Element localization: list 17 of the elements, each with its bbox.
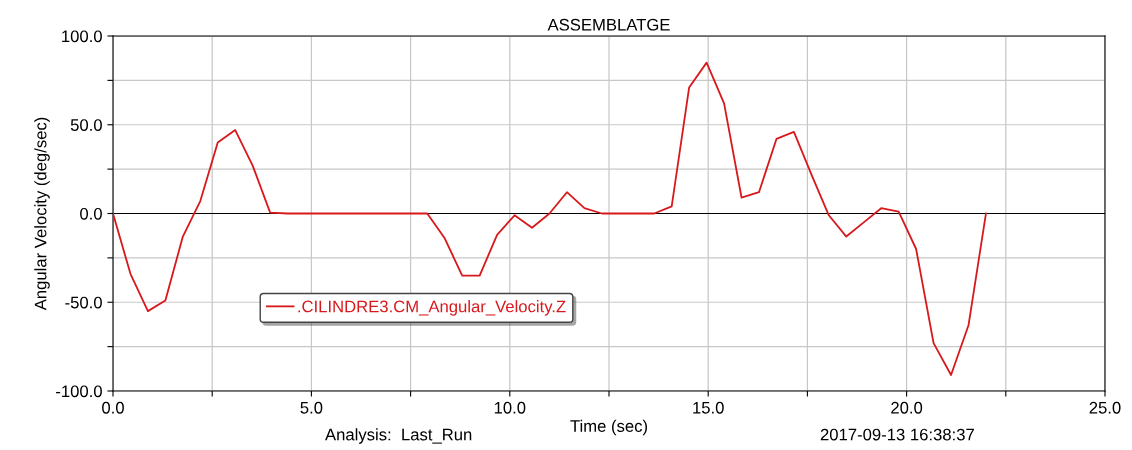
x-tick-label: 20.0 — [891, 401, 923, 414]
y-tick-label: 100.0 — [62, 30, 102, 43]
y-tick-label: -100.0 — [56, 385, 102, 398]
x-axis-title: Time (sec) — [570, 419, 648, 436]
x-tick-label: 10.0 — [494, 401, 526, 414]
text: Analysis: Last_Run — [325, 428, 472, 444]
y-tick-label: -50.0 — [65, 296, 102, 309]
y-tick-label: 0.0 — [80, 207, 102, 220]
legend-label: .CILINDRE3.CM_Angular_Velocity.Z — [298, 300, 566, 316]
x-tick-label: 15.0 — [693, 401, 724, 414]
x-tick-label: 0.0 — [102, 401, 124, 414]
chart-title: ASSEMBLATGE — [547, 18, 670, 31]
x-tick-label: 5.0 — [300, 401, 323, 414]
y-axis-title: Angular Velocity (deg/sec) — [34, 117, 50, 311]
text: 2017-09-13 16:38:37 — [820, 428, 974, 441]
y-tick-label: 50.0 — [70, 119, 102, 131]
x-tick-label: 25.0 — [1089, 401, 1121, 414]
